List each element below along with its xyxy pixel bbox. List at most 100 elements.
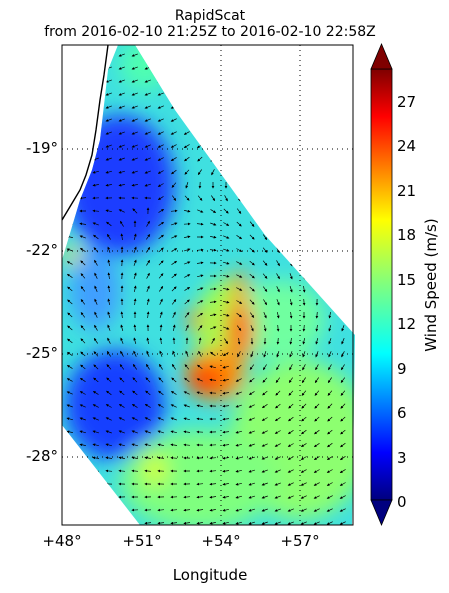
wind-vector-arrow bbox=[235, 456, 242, 460]
wind-vector-arrow bbox=[66, 430, 73, 434]
wind-vector-arrow bbox=[66, 365, 73, 369]
wind-vector-arrow bbox=[289, 311, 293, 319]
wind-vector-arrow bbox=[261, 456, 268, 460]
x-tick-label: +51° bbox=[122, 532, 162, 550]
wind-vector-arrow bbox=[79, 196, 87, 200]
wind-vector-arrow bbox=[170, 222, 178, 226]
wind-vector-arrow bbox=[158, 260, 164, 266]
wind-vector-arrow bbox=[248, 508, 256, 512]
wind-vector-arrow bbox=[157, 157, 164, 161]
wind-vector-arrow bbox=[131, 157, 138, 161]
wind-vector-arrow bbox=[261, 521, 268, 525]
wind-vector-arrow bbox=[249, 234, 255, 240]
wind-vector-arrow bbox=[249, 247, 255, 253]
wind-vector-arrow bbox=[133, 246, 137, 253]
wind-vector-arrow bbox=[275, 390, 281, 396]
wind-vector-arrow bbox=[197, 195, 203, 201]
wind-vector-arrow bbox=[236, 287, 243, 291]
wind-vector-arrow bbox=[67, 312, 73, 318]
wind-vector-arrow bbox=[250, 312, 255, 318]
wind-vector-arrow bbox=[315, 311, 319, 319]
wind-vector-arrow bbox=[170, 157, 177, 161]
wind-vector-arrow bbox=[235, 482, 242, 486]
colorbar-tick-label: 27 bbox=[397, 93, 417, 111]
wind-vector-arrow bbox=[222, 352, 229, 356]
wind-vector-arrow bbox=[171, 299, 177, 305]
wind-vector-arrow bbox=[340, 390, 346, 396]
wind-vector-arrow bbox=[261, 482, 268, 486]
colorbar-title: Wind Speed (m/s) bbox=[422, 218, 440, 352]
wind-vector-arrow bbox=[183, 495, 191, 499]
wind-vector-arrow bbox=[327, 442, 333, 448]
wind-vector-arrow bbox=[183, 404, 190, 408]
wind-vector-arrow bbox=[120, 337, 124, 344]
wind-vector-arrow bbox=[276, 364, 280, 371]
wind-vector-arrow bbox=[107, 259, 111, 266]
wind-vector-arrow bbox=[276, 337, 280, 345]
wind-vector-arrow bbox=[158, 209, 165, 213]
wind-vector-arrow bbox=[339, 456, 346, 461]
wind-vector-arrow bbox=[172, 324, 176, 331]
wind-vector-arrow bbox=[131, 144, 138, 148]
wind-vector-arrow bbox=[287, 456, 294, 460]
wind-vector-arrow bbox=[131, 456, 138, 460]
wind-vector-arrow bbox=[184, 364, 190, 370]
wind-vector-arrow bbox=[287, 495, 294, 499]
wind-vector-arrow bbox=[79, 417, 86, 421]
wind-vector-arrow bbox=[261, 430, 268, 434]
wind-vector-arrow bbox=[289, 299, 293, 306]
wind-vector-arrow bbox=[118, 157, 125, 161]
wind-vector-arrow bbox=[224, 195, 228, 202]
wind-vector-arrow bbox=[300, 443, 307, 447]
wind-vector-arrow bbox=[236, 300, 243, 304]
wind-vector-arrow bbox=[210, 222, 217, 226]
wind-vector-arrow bbox=[197, 300, 204, 304]
wind-vector-arrow bbox=[120, 350, 124, 357]
wind-vector-arrow bbox=[118, 443, 125, 447]
wind-vector-arrow bbox=[133, 350, 137, 357]
wind-vector-arrow bbox=[209, 365, 216, 369]
wind-vector-arrow bbox=[171, 363, 176, 370]
wind-vector-arrow bbox=[105, 469, 113, 473]
wind-vector-arrow bbox=[302, 338, 306, 345]
wind-vector-arrow bbox=[92, 222, 99, 226]
wind-vector-arrow bbox=[236, 248, 243, 252]
wind-vector-arrow bbox=[79, 391, 86, 395]
wind-vector-arrow bbox=[196, 482, 204, 486]
wind-vector-arrow bbox=[222, 443, 230, 447]
wind-vector-arrow bbox=[248, 404, 255, 408]
colorbar-max-triangle bbox=[370, 42, 393, 70]
wind-vector-arrow bbox=[131, 79, 138, 83]
wind-vector-arrow bbox=[144, 157, 151, 161]
wind-vector-arrow bbox=[171, 286, 177, 292]
wind-vector-arrow bbox=[106, 364, 112, 370]
wind-vector-arrow bbox=[146, 311, 150, 319]
wind-vector-arrow bbox=[197, 274, 204, 278]
wind-vector-arrow bbox=[159, 298, 163, 305]
wind-vector-arrow bbox=[249, 286, 255, 292]
y-tick-label: -19° bbox=[26, 139, 58, 157]
wind-vector-arrow bbox=[340, 429, 346, 435]
y-tick-label: -25° bbox=[26, 344, 58, 362]
wind-vector-arrow bbox=[105, 131, 112, 135]
wind-vector-arrow bbox=[288, 416, 294, 422]
wind-vector-arrow bbox=[236, 235, 243, 240]
wind-vector-arrow bbox=[118, 456, 125, 460]
wind-vector-arrow bbox=[131, 66, 138, 70]
wind-vector-arrow bbox=[340, 416, 346, 422]
wind-vector-arrow bbox=[223, 326, 230, 330]
wind-vector-arrow bbox=[131, 183, 138, 187]
colorbar-tick-label: 15 bbox=[397, 271, 417, 289]
wind-vector-arrow bbox=[196, 508, 204, 512]
wind-vector-arrow bbox=[236, 312, 242, 318]
wind-vector-arrow bbox=[118, 430, 125, 434]
wind-vector-arrow bbox=[223, 313, 230, 317]
wind-vector-arrow bbox=[172, 195, 177, 201]
wind-vector-arrow bbox=[300, 508, 307, 512]
wind-vector-arrow bbox=[157, 443, 164, 447]
wind-vector-arrow bbox=[144, 92, 151, 96]
wind-vector-arrow bbox=[183, 131, 190, 135]
wind-vector-arrow bbox=[144, 430, 151, 434]
wind-vector-arrow bbox=[261, 417, 268, 421]
wind-vector-arrow bbox=[314, 429, 320, 435]
